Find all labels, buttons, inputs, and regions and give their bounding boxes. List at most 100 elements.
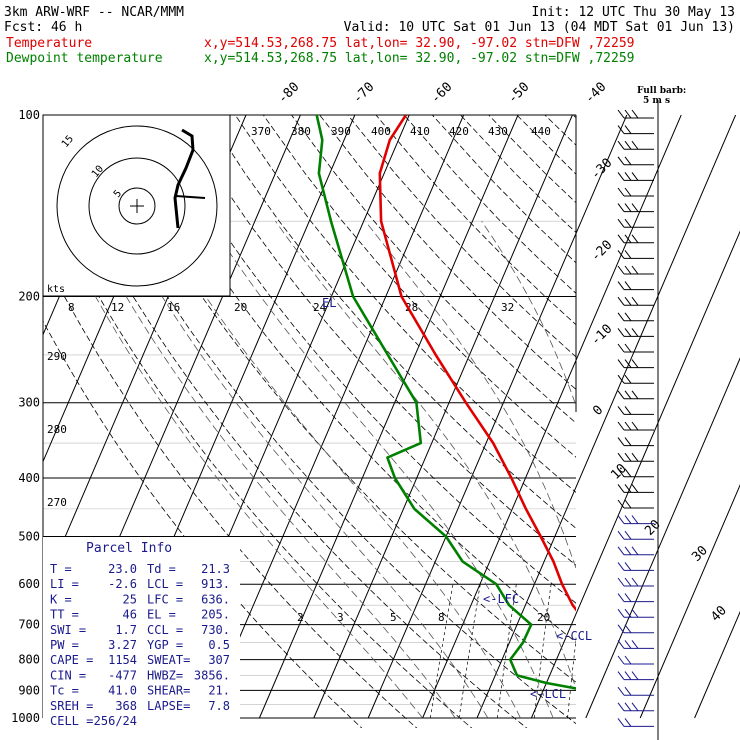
wind-barb-flag — [624, 218, 632, 228]
full-barb-units: 5 m s — [643, 96, 670, 106]
temperature-profile — [378, 115, 576, 612]
wind-barb-flag — [617, 515, 625, 524]
wind-barb-flag — [631, 671, 639, 680]
parcel-param-value: 3.27 — [108, 638, 137, 652]
wind-barb-flag — [624, 203, 632, 212]
wind-barb-flag — [624, 718, 632, 727]
parcel-param-label: T = — [50, 562, 72, 576]
wind-barb-flag — [624, 608, 632, 618]
wind-barb-flag — [617, 281, 625, 290]
mixing-ratio-label: 2 — [297, 611, 304, 624]
isotherm-line — [585, 357, 740, 719]
hodograph-units: kts — [47, 284, 65, 295]
parcel-param-value: 368 — [115, 699, 137, 713]
theta-label: 430 — [488, 125, 508, 138]
wind-barb-flag — [631, 265, 639, 275]
parcel-info-title: Parcel Info — [86, 541, 172, 556]
parcel-param-value: 21. — [208, 684, 230, 698]
wind-barb-flag — [631, 640, 639, 649]
wind-barb-flag — [631, 702, 639, 712]
wind-barb-flag — [617, 577, 625, 587]
dry-adiabat — [488, 115, 576, 204]
dry-adiabat — [122, 115, 576, 643]
moist-adiabat — [157, 220, 521, 719]
wind-barb-flag — [624, 156, 632, 166]
wind-barb-flag — [617, 608, 625, 618]
el-marker: EL — [322, 296, 336, 310]
wind-barb-flag — [617, 671, 625, 680]
isotherm-line — [313, 115, 573, 719]
pressure-label: 400 — [18, 471, 40, 485]
wind-barb-flag — [617, 234, 625, 244]
parcel-param-value: -2.6 — [108, 577, 137, 591]
theta-label: 420 — [449, 125, 469, 138]
isotherm-line — [476, 115, 737, 719]
parcel-param-label: LAPSE= — [147, 699, 190, 713]
parcel-param-value: -477 — [108, 668, 137, 682]
wind-barb-flag — [624, 390, 632, 400]
wind-barb-flag — [617, 655, 625, 665]
wind-barb-flag — [617, 328, 625, 337]
dry-adiabat — [43, 254, 418, 728]
mixing-ratio-label: 20 — [537, 611, 550, 624]
wind-barb-flag — [624, 468, 632, 478]
moist-adiabat — [84, 221, 456, 719]
isotherm-label: -10 — [588, 322, 615, 349]
wind-barb-flag — [624, 406, 632, 415]
parcel-param-value: 3856. — [194, 668, 230, 682]
wind-barb-flag — [624, 172, 632, 181]
wind-barb-flag — [624, 484, 632, 493]
parcel-param-label: CAPE = — [50, 653, 93, 667]
hodograph-speed-label: 32 — [501, 301, 514, 314]
parcel-param-value: 636. — [201, 592, 230, 606]
wind-barb-flag — [631, 203, 639, 212]
dry-adiabat — [460, 115, 576, 233]
wind-barb-flag — [631, 608, 639, 618]
parcel-param-label: LCL = — [147, 577, 183, 591]
wind-barb-flag — [624, 577, 632, 587]
dry-adiabat — [291, 115, 576, 424]
wind-barb-flag — [624, 499, 632, 509]
mixing-ratio-line — [496, 584, 517, 719]
hodograph-speed-label: 8 — [68, 301, 75, 314]
dry-adiabat — [178, 115, 576, 566]
wind-barb-flag — [631, 234, 639, 244]
parcel-level-markers: <-LFC <-CCL <-LCL EL — [322, 296, 592, 701]
parcel-param-label: PW = — [50, 638, 79, 652]
legend-temperature-location: x,y=514.53,268.75 lat,lon= 32.90, -97.02… — [204, 36, 634, 51]
wind-barb-flag — [617, 187, 625, 197]
wind-barb-flag — [617, 343, 625, 353]
wind-barb-flag — [624, 624, 632, 634]
wind-barb-flag — [617, 109, 625, 119]
mixing-ratio-line — [458, 584, 481, 719]
wind-barb-flag — [617, 562, 625, 571]
moist-adiabat — [208, 220, 554, 719]
mixing-ratio-line — [533, 584, 552, 719]
hodograph-ring-label: 5 — [112, 188, 124, 200]
parcel-param-label: CCL = — [147, 623, 183, 637]
parcel-param-value: 46 — [123, 608, 137, 622]
wind-barb-flag — [617, 172, 625, 181]
isotherm-label: -50 — [505, 80, 532, 107]
wind-barb-flag — [624, 234, 632, 244]
isotherm-label: -60 — [428, 80, 455, 107]
wind-barb-flag — [617, 452, 625, 462]
wind-barb-flag — [624, 640, 632, 649]
wind-barb-flag — [631, 515, 639, 524]
parcel-param-label: YGP = — [147, 638, 183, 652]
wind-barb-flag — [617, 593, 625, 602]
parcel-param-value: 0.5 — [208, 638, 230, 652]
full-barb-label: Full barb: — [637, 86, 686, 96]
pressure-label: 200 — [18, 290, 40, 304]
valid-time: Valid: 10 UTC Sat 01 Jun 13 (04 MDT Sat … — [344, 20, 735, 35]
wind-barb-flag — [631, 359, 639, 368]
pressure-label: 1000 — [11, 711, 40, 725]
forecast-hour: Fcst: 46 h — [4, 20, 82, 35]
wind-barb-flag — [624, 686, 632, 696]
isotherm-line — [367, 115, 628, 719]
parcel-param-value: 256/24 — [94, 714, 137, 728]
legend-dewpoint: Dewpoint temperature — [6, 51, 163, 66]
pressure-label: 500 — [18, 529, 40, 543]
